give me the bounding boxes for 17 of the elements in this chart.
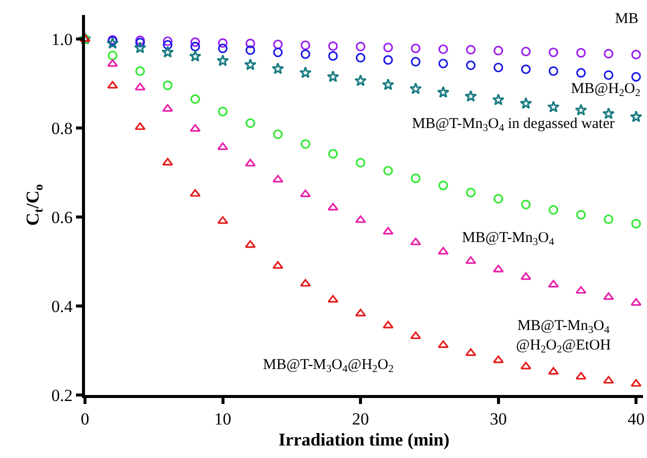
y-tick-label: 0.6 (51, 208, 73, 227)
x-axis-title: Irradiation time (min) (278, 430, 450, 450)
y-tick-label: 0.2 (51, 386, 73, 405)
series-label: MB@T-M$_{3}$O$_{4}$@H$_{2}$O$_{2}$ (263, 357, 394, 376)
y-tick-label: 0.4 (51, 296, 74, 316)
y-tick-label: 1.0 (51, 30, 73, 49)
series-label: MB@H$_{2}$O$_{2}$ (571, 81, 640, 100)
text: MB@T-Mn$_{3}$O$_{4}$ @H$_{2}$O$_{2}$@EtOH (516, 318, 611, 356)
x-tick-label: 30 (490, 409, 507, 428)
series-label: MB (615, 11, 638, 27)
x-tick-label: 10 (214, 409, 232, 428)
x-tick-label: 20 (352, 409, 370, 428)
x-tick-label: 40 (628, 409, 645, 428)
series-label: MB@T-Mn$_{3}$O$_{4}$ (462, 230, 555, 248)
x-tick-label: 0 (80, 409, 90, 428)
y-tick-label: 0.8 (51, 118, 73, 138)
series-label: MB@T-Mn$_{3}$O$_{4}$ in degassed water (412, 116, 615, 134)
